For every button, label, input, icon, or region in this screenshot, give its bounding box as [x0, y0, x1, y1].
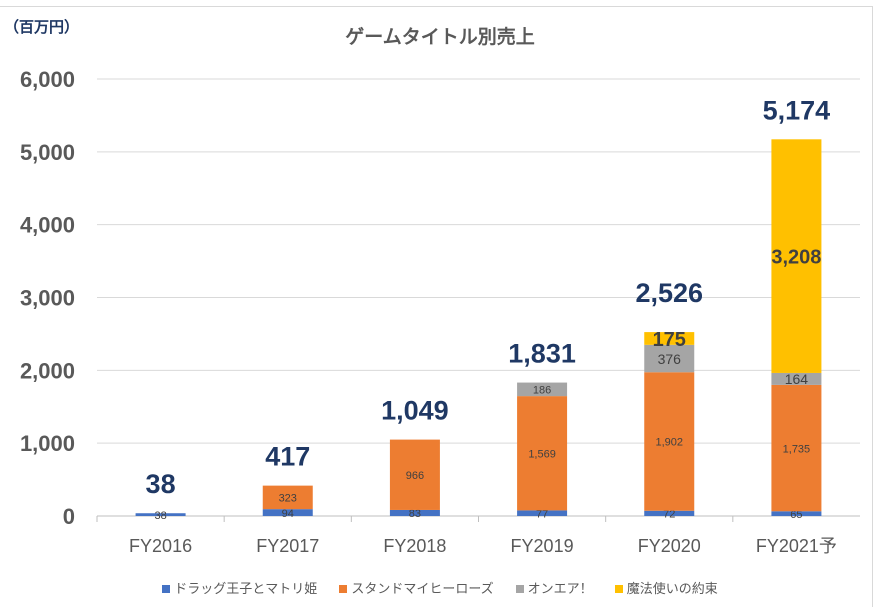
- total-label: 417: [265, 442, 310, 472]
- legend-item: スタンドマイヒーローズ: [339, 578, 494, 597]
- segment-label: 1,569: [528, 448, 556, 460]
- y-tick-label: 3,000: [20, 286, 75, 311]
- legend-item: オンエア！: [515, 578, 593, 597]
- total-label: 2,526: [635, 278, 703, 308]
- segment-label: 94: [282, 508, 294, 520]
- segment-label: 3,208: [771, 247, 821, 269]
- x-tick-label: FY2017: [256, 536, 319, 556]
- unit-label: （百万円）: [4, 18, 80, 36]
- y-tick-label: 6,000: [20, 67, 75, 92]
- segment-label: 65: [790, 509, 802, 521]
- x-tick-label: FY2021予: [756, 536, 837, 556]
- chart-title: ゲームタイトル別売上: [345, 26, 535, 48]
- legend-swatch: [614, 585, 623, 593]
- segment-label: 77: [536, 508, 548, 520]
- bar-segment: [644, 332, 695, 345]
- segment-label: 186: [533, 385, 551, 397]
- total-label: 1,831: [508, 339, 576, 369]
- bar-segment: [517, 396, 568, 511]
- segment-label: 966: [406, 470, 424, 482]
- bar-segment: [771, 139, 822, 373]
- x-tick-label: FY2018: [383, 536, 446, 556]
- bar-segment: [644, 510, 695, 516]
- x-tick-label: FY2016: [129, 536, 192, 556]
- bar-segment: [389, 509, 440, 516]
- segment-label: 83: [409, 508, 421, 520]
- segment-label: 72: [663, 509, 675, 521]
- segment-label: 1,735: [783, 443, 811, 455]
- legend: ドラッグ王子とマトリ姫 スタンドマイヒーローズ オンエア！ 魔法使いの約束: [0, 578, 880, 597]
- bar-segment: [771, 384, 822, 512]
- legend-label: オンエア！: [527, 582, 593, 597]
- bar-segment: [771, 511, 822, 516]
- segment-label: 164: [785, 371, 809, 387]
- segment-label: 38: [154, 510, 166, 522]
- x-tick-label: FY2019: [511, 536, 574, 556]
- bar-segment: [517, 382, 568, 397]
- total-label: 38: [146, 469, 176, 499]
- legend-label: 魔法使いの約束: [626, 582, 718, 597]
- legend-swatch: [515, 585, 524, 593]
- total-label: 1,049: [381, 396, 449, 426]
- x-tick-label: FY2020: [638, 536, 701, 556]
- bar-segment: [644, 344, 695, 373]
- y-tick-label: 1,000: [20, 431, 75, 456]
- total-label: 5,174: [763, 95, 831, 125]
- y-tick-label: 0: [63, 504, 75, 529]
- legend-item: ドラッグ王子とマトリ姫: [162, 578, 317, 597]
- chart-frame: [0, 6, 873, 607]
- bar-segment: [389, 439, 440, 510]
- legend-label: ドラッグ王子とマトリ姫: [174, 582, 318, 597]
- y-tick-label: 4,000: [20, 213, 75, 238]
- legend-swatch: [162, 585, 171, 593]
- bar-segment: [644, 372, 695, 511]
- legend-item: 魔法使いの約束: [614, 578, 718, 597]
- segment-label: 175: [653, 329, 686, 351]
- segment-label: 376: [658, 351, 682, 367]
- legend-label: スタンドマイヒーローズ: [351, 582, 494, 597]
- segment-label: 323: [279, 493, 297, 505]
- y-tick-label: 5,000: [20, 140, 75, 165]
- bar-segment: [262, 485, 313, 510]
- bar-segment: [262, 509, 313, 516]
- legend-swatch: [339, 585, 348, 593]
- bar-segment: [771, 372, 822, 385]
- bar-segment: [135, 513, 186, 516]
- y-tick-label: 2,000: [20, 358, 75, 383]
- bar-segment: [517, 510, 568, 516]
- segment-label: 1,902: [655, 437, 683, 449]
